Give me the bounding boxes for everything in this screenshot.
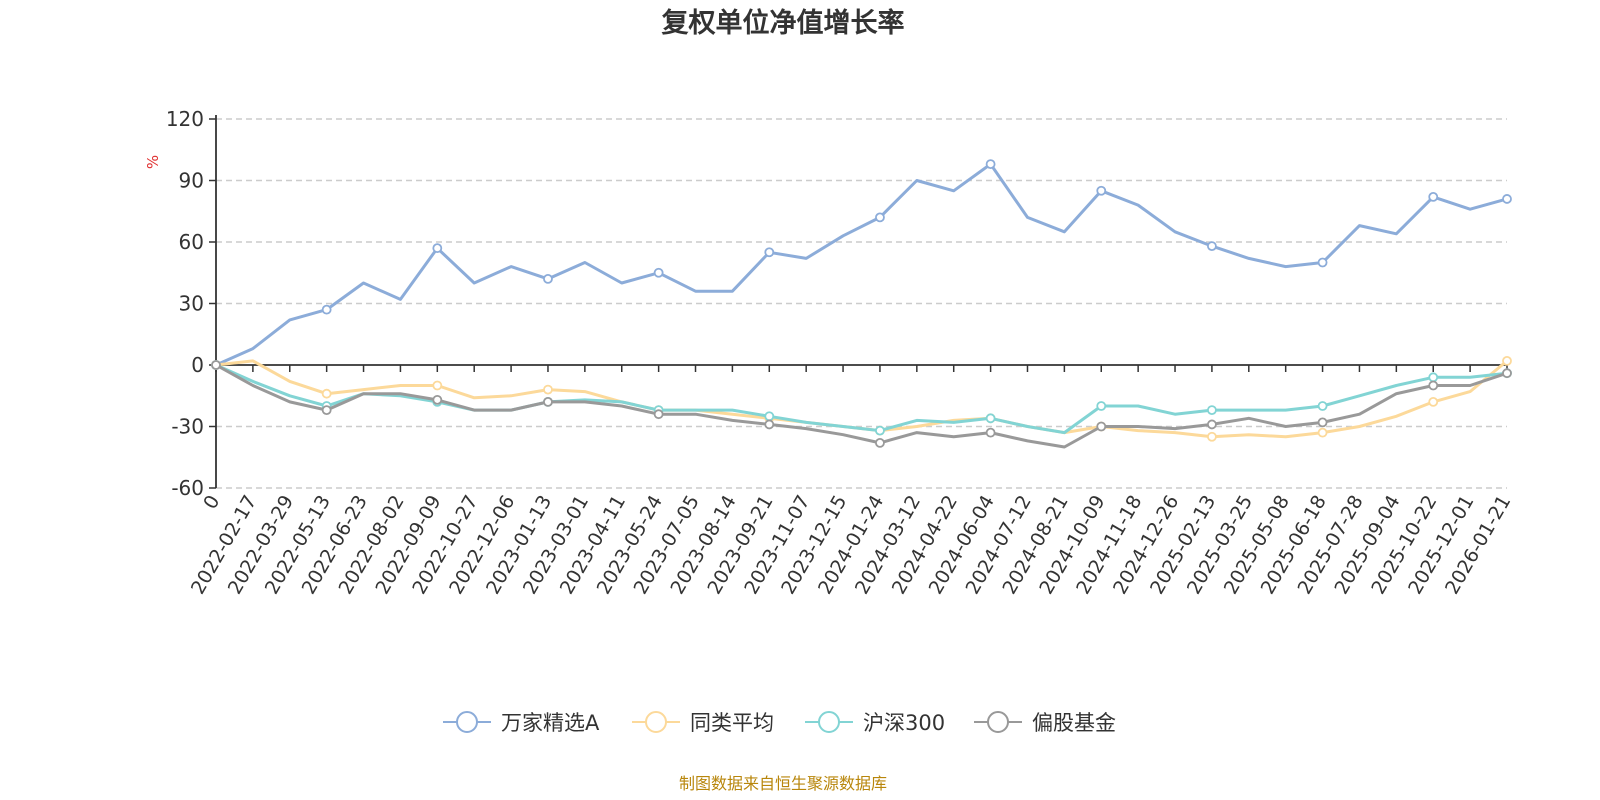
data-point bbox=[1207, 419, 1217, 430]
x-tick-label: 0 bbox=[199, 492, 224, 513]
data-point bbox=[1502, 194, 1512, 204]
data-point bbox=[321, 405, 332, 416]
data-point bbox=[432, 380, 443, 391]
data-point bbox=[1428, 372, 1439, 383]
data-point bbox=[1317, 427, 1328, 438]
data-point bbox=[875, 425, 885, 436]
x-axis: 02022-02-172022-03-292022-05-132022-06-2… bbox=[187, 364, 1515, 598]
data-point bbox=[211, 360, 221, 370]
legend-marker bbox=[987, 711, 1009, 733]
data-point bbox=[432, 243, 443, 254]
legend-label: 沪深300 bbox=[863, 711, 945, 735]
series-line-2 bbox=[215, 363, 1508, 435]
legend-marker bbox=[818, 711, 840, 733]
data-point bbox=[764, 247, 775, 258]
data-point bbox=[985, 159, 996, 170]
series-line-0 bbox=[215, 162, 1508, 367]
data-point bbox=[985, 427, 996, 438]
y-tick-label: 0 bbox=[191, 353, 204, 377]
legend-label: 偏股基金 bbox=[1032, 711, 1116, 735]
y-axis: 120 90 60 30 0 -30 -60 bbox=[166, 107, 217, 500]
data-point bbox=[432, 394, 443, 405]
data-point bbox=[1502, 368, 1512, 379]
data-point bbox=[985, 413, 996, 424]
data-point bbox=[1317, 401, 1328, 411]
data-point bbox=[1207, 405, 1217, 416]
data-point bbox=[1428, 396, 1439, 407]
chart-title: 复权单位净值增长率 bbox=[662, 7, 905, 39]
y-tick-label: -30 bbox=[171, 415, 204, 439]
y-tick-label: 120 bbox=[166, 107, 204, 131]
data-point bbox=[543, 396, 553, 407]
data-point bbox=[543, 273, 553, 284]
y-tick-label: 30 bbox=[179, 292, 204, 316]
legend-label: 万家精选A bbox=[501, 711, 600, 735]
data-point bbox=[1502, 355, 1512, 366]
data-point bbox=[1096, 401, 1107, 411]
y-axis-unit: % bbox=[144, 155, 162, 169]
data-point bbox=[1096, 185, 1107, 196]
data-point bbox=[653, 267, 664, 278]
legend-marker bbox=[645, 711, 667, 733]
y-tick-label: 60 bbox=[179, 230, 204, 254]
data-point bbox=[764, 411, 775, 422]
data-point bbox=[1317, 417, 1328, 428]
legend: 万家精选A 同类平均 沪深300 偏股基金 bbox=[443, 711, 1116, 735]
data-point bbox=[1207, 241, 1217, 252]
series-line-3 bbox=[215, 363, 1508, 449]
grid-lines bbox=[216, 118, 1507, 489]
y-tick-label: 90 bbox=[179, 169, 204, 193]
data-point bbox=[321, 388, 332, 399]
series-line-1 bbox=[215, 359, 1508, 439]
data-point bbox=[321, 304, 332, 315]
data-point bbox=[875, 212, 885, 223]
data-point bbox=[875, 437, 885, 448]
data-point bbox=[1317, 257, 1328, 268]
data-point bbox=[1207, 431, 1217, 442]
data-point bbox=[543, 384, 553, 395]
y-tick-label: -60 bbox=[171, 476, 204, 500]
data-point bbox=[1428, 380, 1439, 391]
data-point bbox=[764, 419, 775, 430]
data-point bbox=[1428, 191, 1439, 202]
legend-label: 同类平均 bbox=[690, 711, 774, 735]
legend-marker bbox=[456, 711, 478, 733]
data-source-note: 制图数据来自恒生聚源数据库 bbox=[679, 774, 887, 793]
data-point bbox=[653, 409, 664, 420]
series-lines bbox=[211, 159, 1512, 449]
data-point bbox=[1096, 421, 1107, 432]
